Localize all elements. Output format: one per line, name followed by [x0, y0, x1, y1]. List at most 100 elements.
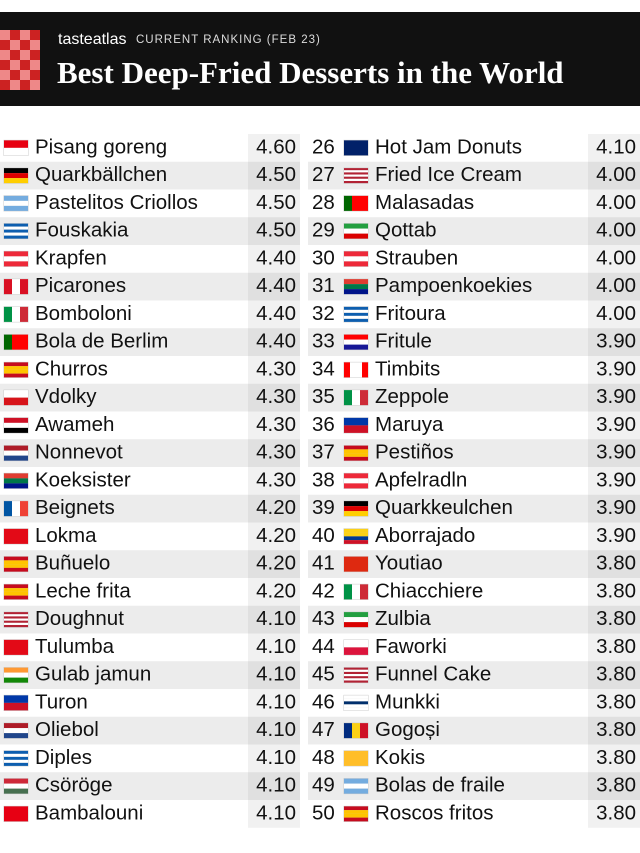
row: 38 Apfelradln 3.90 — [312, 467, 640, 495]
row: Tulumba 4.10 — [3, 633, 300, 662]
flag-stripe — [344, 647, 368, 655]
score: 4.40 — [256, 274, 296, 297]
flag-stripe — [4, 677, 28, 683]
flag-stripe — [20, 501, 28, 517]
score-cell — [588, 550, 640, 578]
score-cell — [588, 300, 640, 329]
row: 26 Hot Jam Donuts 4.10 — [312, 134, 640, 162]
logo-cell — [30, 70, 40, 80]
score-cell — [248, 189, 300, 218]
dish-name: Gogoși — [375, 718, 440, 741]
row: 31 Pampoenkoekies 4.00 — [308, 272, 640, 301]
flag-stripe — [344, 449, 368, 454]
dish-name: Nonnevot — [35, 441, 123, 464]
row: 32 Fritoura 4.00 — [312, 300, 640, 329]
flag-stripe — [4, 639, 28, 655]
score: 4.10 — [256, 746, 296, 769]
rank: 43 — [312, 607, 335, 630]
flag-stripe — [344, 176, 368, 179]
flag-stripe — [4, 173, 28, 179]
rank: 38 — [312, 468, 335, 491]
flag-stripe — [362, 362, 368, 378]
flag-stripe — [350, 362, 356, 378]
dish-name: Maruya — [375, 413, 444, 436]
score: 4.10 — [256, 774, 296, 797]
score-cell — [248, 356, 300, 384]
score: 3.90 — [596, 441, 636, 464]
row: Vdolky 4.30 — [0, 383, 300, 412]
flag-stripe — [344, 506, 368, 512]
dish-name: Kokis — [375, 746, 425, 769]
flag-stripe — [344, 806, 368, 811]
flag-stripe — [344, 674, 368, 677]
flag-stripe — [4, 223, 28, 227]
flag-stripe — [344, 532, 368, 537]
row: Pastelitos Criollos 4.50 — [3, 189, 300, 218]
score: 4.30 — [256, 441, 296, 464]
score: 4.30 — [256, 413, 296, 436]
flag-stripe — [4, 759, 28, 763]
dish-name: Fouskakia — [35, 219, 129, 242]
row: Krapfen 4.40 — [3, 245, 300, 273]
row: Turon 4.10 — [3, 689, 300, 717]
flag-stripe — [344, 723, 352, 739]
flag-stripe — [344, 676, 368, 679]
dish-name: Bomboloni — [35, 302, 132, 325]
flag-stripe — [360, 584, 368, 600]
score: 4.50 — [256, 163, 296, 186]
score: 3.80 — [596, 746, 636, 769]
row: 50 Roscos fritos 3.80 — [312, 800, 640, 828]
flag-stripe — [344, 344, 368, 350]
row: 42 Chiacchiere 3.80 — [312, 578, 640, 606]
row: Pisang goreng 4.60 — [3, 134, 300, 162]
flag-stripe — [4, 616, 28, 619]
flag-stripe — [4, 256, 28, 262]
flag-stripe — [4, 251, 28, 257]
rank: 46 — [312, 690, 335, 713]
score-cell — [248, 134, 300, 162]
logo — [0, 30, 40, 90]
dish-name: Tulumba — [35, 635, 115, 658]
score-cell — [248, 633, 300, 662]
score-cell — [588, 467, 640, 495]
flag-stripe — [344, 810, 368, 814]
flag-stripe — [344, 170, 368, 173]
flag-stripe — [344, 228, 368, 234]
dish-name: Krapfen — [35, 246, 107, 269]
score: 4.00 — [596, 163, 636, 186]
flag-stripe — [344, 813, 368, 818]
flag-stripe — [344, 174, 368, 177]
score: 3.90 — [596, 468, 636, 491]
flag-stripe — [4, 366, 28, 370]
dish-name: Fritoura — [375, 302, 446, 325]
flag-stripe — [4, 778, 28, 784]
dish-name: Turon — [35, 690, 88, 713]
row: 36 Maruya 3.90 — [312, 411, 640, 440]
logo-cell — [0, 40, 10, 50]
flag-stripe — [4, 362, 28, 367]
flag-stripe — [344, 701, 368, 705]
score: 3.80 — [596, 663, 636, 686]
flag-stripe — [4, 279, 12, 295]
score-cell — [588, 578, 640, 606]
flag-stripe — [4, 620, 28, 623]
score-cell — [588, 356, 640, 384]
flag-stripe — [4, 756, 28, 760]
dish-name: Quarkkeulchen — [375, 496, 513, 519]
subtitle: CURRENT RANKING (FEB 23) — [136, 34, 321, 46]
flag-stripe — [4, 195, 28, 201]
score-cell — [588, 744, 640, 773]
score-cell — [248, 522, 300, 551]
flag-stripe — [344, 223, 368, 229]
dish-name: Apfelradln — [375, 468, 467, 491]
row: 37 Pestiños 3.90 — [308, 439, 640, 467]
flag-stripe — [4, 750, 28, 754]
score: 4.00 — [596, 246, 636, 269]
flag-stripe — [344, 680, 368, 683]
dish-name: Doughnut — [35, 607, 124, 630]
row: Awameh 4.30 — [3, 411, 300, 440]
score-cell — [248, 383, 300, 412]
score-cell — [248, 605, 300, 634]
score: 3.90 — [596, 413, 636, 436]
score: 3.80 — [596, 607, 636, 630]
